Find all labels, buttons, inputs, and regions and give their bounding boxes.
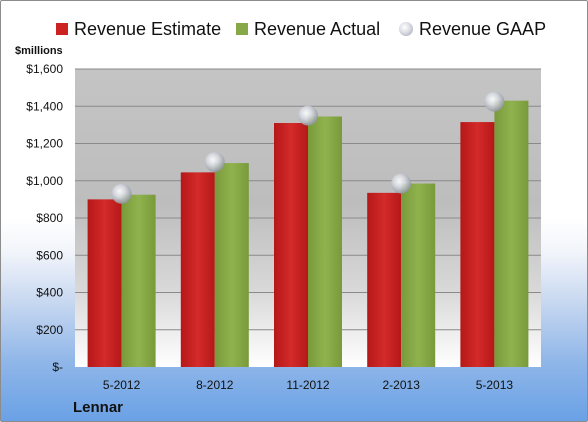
y-axis-unit-label: $millions [15,45,63,57]
x-tick-label: 11-2012 [286,378,329,392]
x-tick-label: 5-2013 [476,378,514,392]
bar-revenue-estimate [87,199,122,367]
y-tick-label: $1,600 [26,62,63,76]
marker-revenue-gaap [298,105,318,126]
legend-label-revenue-estimate: Revenue Estimate [74,18,222,39]
company-name: Lennar [73,399,124,416]
bar-revenue-estimate [274,123,308,367]
bar-revenue-estimate [460,122,495,367]
legend-item-revenue-gaap: Revenue GAAP [399,17,546,41]
bar-revenue-actual [214,163,249,367]
y-tick-label: $800 [36,211,63,225]
bar-revenue-actual [494,100,529,367]
marker-revenue-gaap [111,183,132,204]
x-tick-label: 8-2012 [196,378,234,392]
x-tick-label: 5-2012 [103,378,141,392]
legend-item-revenue-actual: Revenue Actual [236,17,380,41]
bar-revenue-actual [401,183,436,367]
marker-revenue-gaap [391,173,412,194]
legend-label-revenue-gaap: Revenue GAAP [419,18,547,39]
y-tick-label: $1,000 [26,174,63,188]
bar-revenue-actual [308,116,342,368]
legend-marker-gray [399,22,413,36]
marker-revenue-gaap [204,152,225,173]
bar-revenue-actual [121,194,156,367]
x-tick-label: 2-2013 [383,378,421,392]
bar-revenue-estimate [180,172,215,367]
y-tick-label: $600 [36,248,63,262]
y-tick-label: $400 [36,286,63,300]
legend-swatch-red [56,23,68,35]
marker-revenue-gaap [484,91,505,112]
legend-label-revenue-actual: Revenue Actual [254,18,381,39]
y-tick-label: $200 [36,323,63,337]
bar-revenue-estimate [367,192,402,367]
y-tick-label: $1,200 [26,137,63,151]
legend-swatch-green [236,23,248,35]
y-tick-label: $1,400 [26,99,63,113]
y-tick-label: $- [52,360,63,374]
chart-legend: Revenue Estimate Revenue Actual Revenue … [1,17,587,41]
legend-item-revenue-estimate: Revenue Estimate [56,17,221,41]
